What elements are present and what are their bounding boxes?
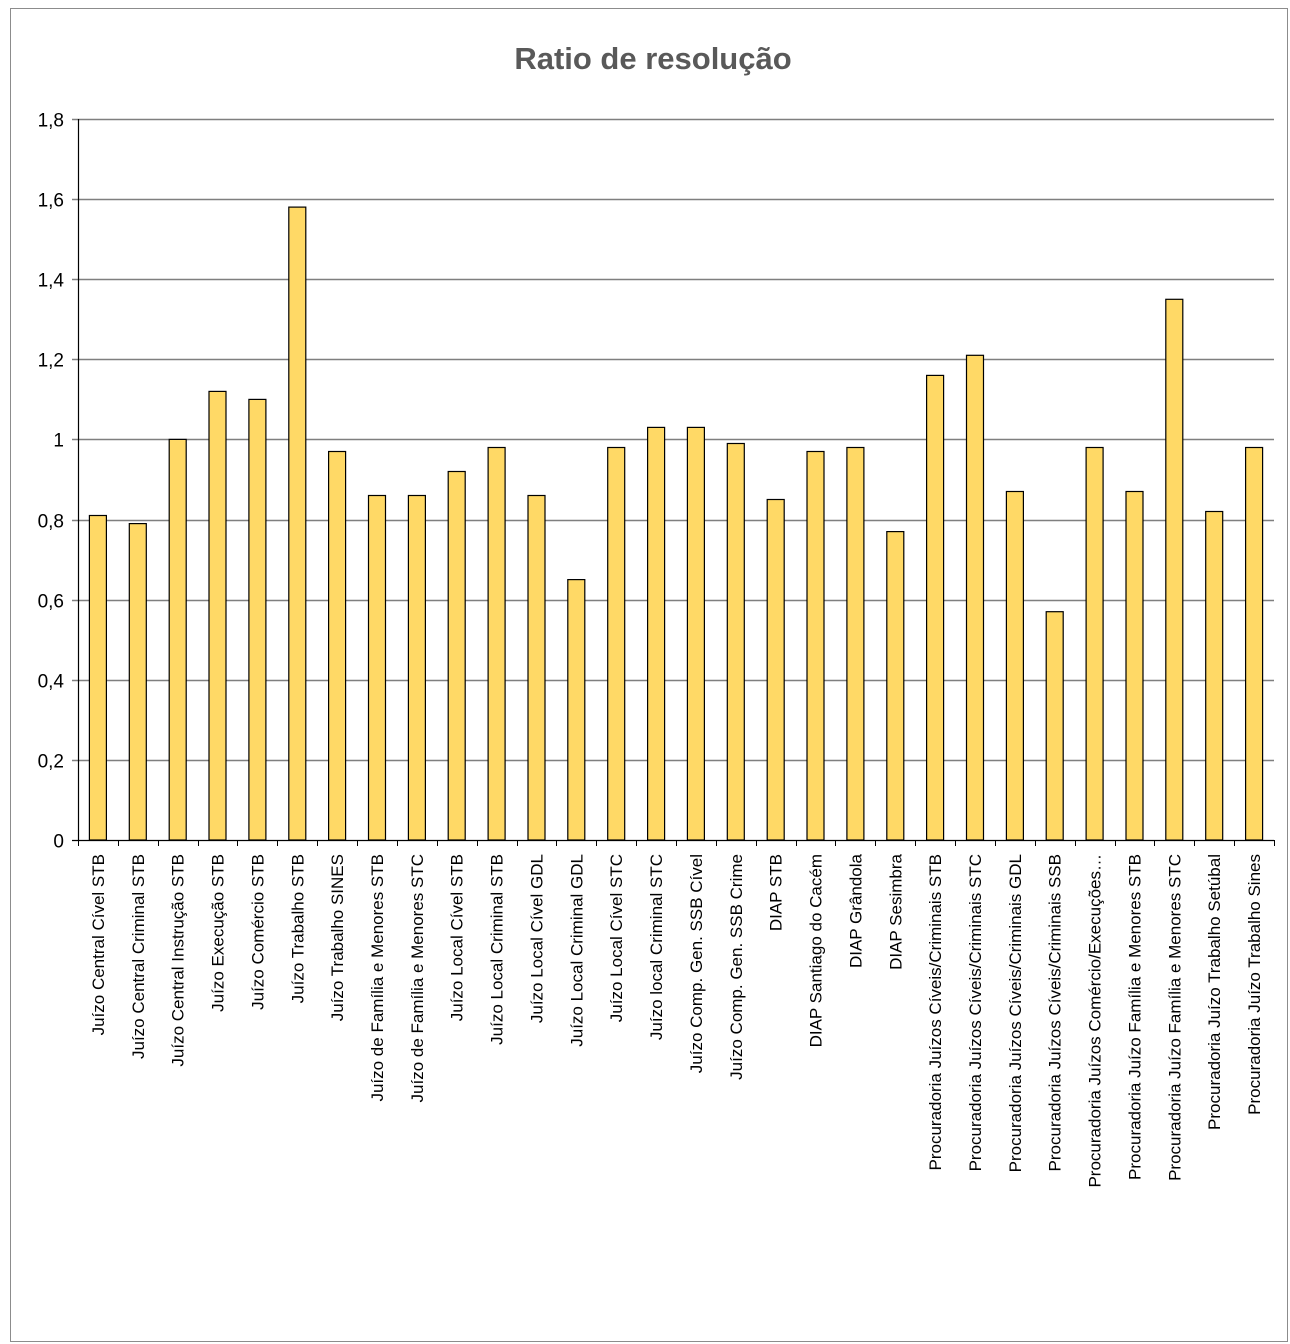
y-tick-label: 1 [53, 431, 64, 452]
x-tick-label: Procuradoria Juízo Família e Menores STC [1165, 854, 1184, 1181]
x-tick-label: DIAP Sesimbra [886, 853, 905, 969]
bar [1045, 611, 1064, 841]
x-tick-label: Juízo Comércio STB [248, 854, 267, 1010]
y-tick-label: 1,6 [38, 191, 64, 212]
y-tick-label: 0,4 [38, 672, 65, 693]
x-tick-label: Juízo Central Cível STB [89, 854, 108, 1035]
bar [367, 494, 387, 841]
x-tick-label: DIAP STB [767, 854, 786, 931]
y-tick-label: 0,8 [38, 512, 64, 533]
x-tick-label: Juízo Central Instrução STB [169, 854, 188, 1067]
x-tick-label: Juízo Central Criminal STB [129, 854, 148, 1059]
bar [646, 426, 666, 841]
bar [328, 450, 347, 841]
axes [72, 119, 1275, 846]
y-tick-label: 1,4 [38, 271, 65, 292]
bar [726, 442, 745, 841]
bar [567, 578, 586, 841]
x-tick-label: Procuradoria Juízo Trabalho Sines [1245, 854, 1264, 1115]
x-tick-label: Procuradoria Juízos Cíveis/Criminais STB [926, 854, 945, 1170]
bar [1085, 446, 1104, 841]
x-axis-tick-labels: Juízo Central Cível STB Juízo Central Cri… [89, 853, 1264, 1187]
y-tick-label: 1,2 [38, 351, 64, 372]
y-tick-label: 1,8 [38, 111, 64, 132]
x-tick-label: Procuradoria Juízo Família e Menores STB [1126, 854, 1145, 1180]
gridlines [72, 118, 1274, 762]
y-tick-label: 0,2 [38, 752, 64, 773]
bar [168, 438, 187, 841]
x-tick-label: Procuradoria Juízos Cíveis/Criminais STC [966, 854, 985, 1171]
bar [447, 470, 466, 841]
x-tick-label: Procuradoria Juízos Cíveis/Criminais SSB [1046, 854, 1065, 1171]
x-tick-label: Juízo local Criminal STC [647, 854, 666, 1040]
bar [248, 398, 267, 841]
x-tick-label: Juízo Comp. Gen. SSB Crime [727, 854, 746, 1080]
x-tick-label: Juízo Trabalho STB [288, 854, 307, 1003]
bar [128, 522, 147, 841]
x-tick-label: Juízo de Família e Menores STB [368, 854, 387, 1102]
bar [965, 354, 985, 841]
y-axis-tick-labels: 0 0,2 0,4 0,6 0,8 1 1,2 1,4 1,6 1,8 [38, 111, 65, 853]
bar [806, 450, 825, 841]
x-tick-label: Juízo Local Cível GDL [528, 854, 547, 1023]
x-tick-label: Procuradoria Juízos Comércio/Execuções… [1086, 854, 1105, 1188]
x-tick-label: Juízo Local Criminal GDL [567, 854, 586, 1047]
chart-title: Ratio de resolução [514, 41, 791, 76]
x-tick-label: Juízo Local Cível STC [607, 854, 626, 1022]
bar [607, 446, 626, 841]
bar [686, 426, 706, 841]
y-tick-label: 0,6 [38, 592, 64, 613]
x-tick-label: Procuradoria Juízos Cíveis/Criminais GDL [1006, 854, 1025, 1172]
x-tick-label: Juízo Execução STB [209, 854, 228, 1012]
bar [527, 494, 546, 841]
bar [925, 374, 945, 841]
bar [846, 446, 865, 841]
x-tick-label: Procuradoria Juízo Trabalho Setúbal [1205, 854, 1224, 1130]
bar [208, 390, 227, 841]
x-tick-label: Juízo Local Cível STB [448, 854, 467, 1021]
x-tick-label: Juízo Comp. Gen. SSB Cível [687, 854, 706, 1073]
bar [88, 514, 108, 841]
bar [886, 530, 905, 841]
x-tick-label: Juízo de Família e Menores STC [408, 854, 427, 1102]
x-tick-label: DIAP Santiago do Cacém [807, 854, 826, 1047]
bar [1205, 510, 1224, 841]
bar [487, 446, 506, 841]
bar [1244, 446, 1264, 841]
bar [1125, 490, 1144, 841]
bar [288, 206, 307, 841]
bar [766, 498, 785, 841]
bar [1165, 298, 1184, 841]
bar [407, 494, 426, 841]
x-tick-label: DIAP Grândola [846, 853, 865, 968]
y-tick-label: 0 [53, 832, 64, 853]
x-tick-label: Juízo Local Criminal STB [488, 854, 507, 1045]
bars [88, 206, 1264, 841]
bar [1005, 490, 1025, 841]
x-tick-label: Juízo Trabalho SINES [328, 854, 347, 1021]
